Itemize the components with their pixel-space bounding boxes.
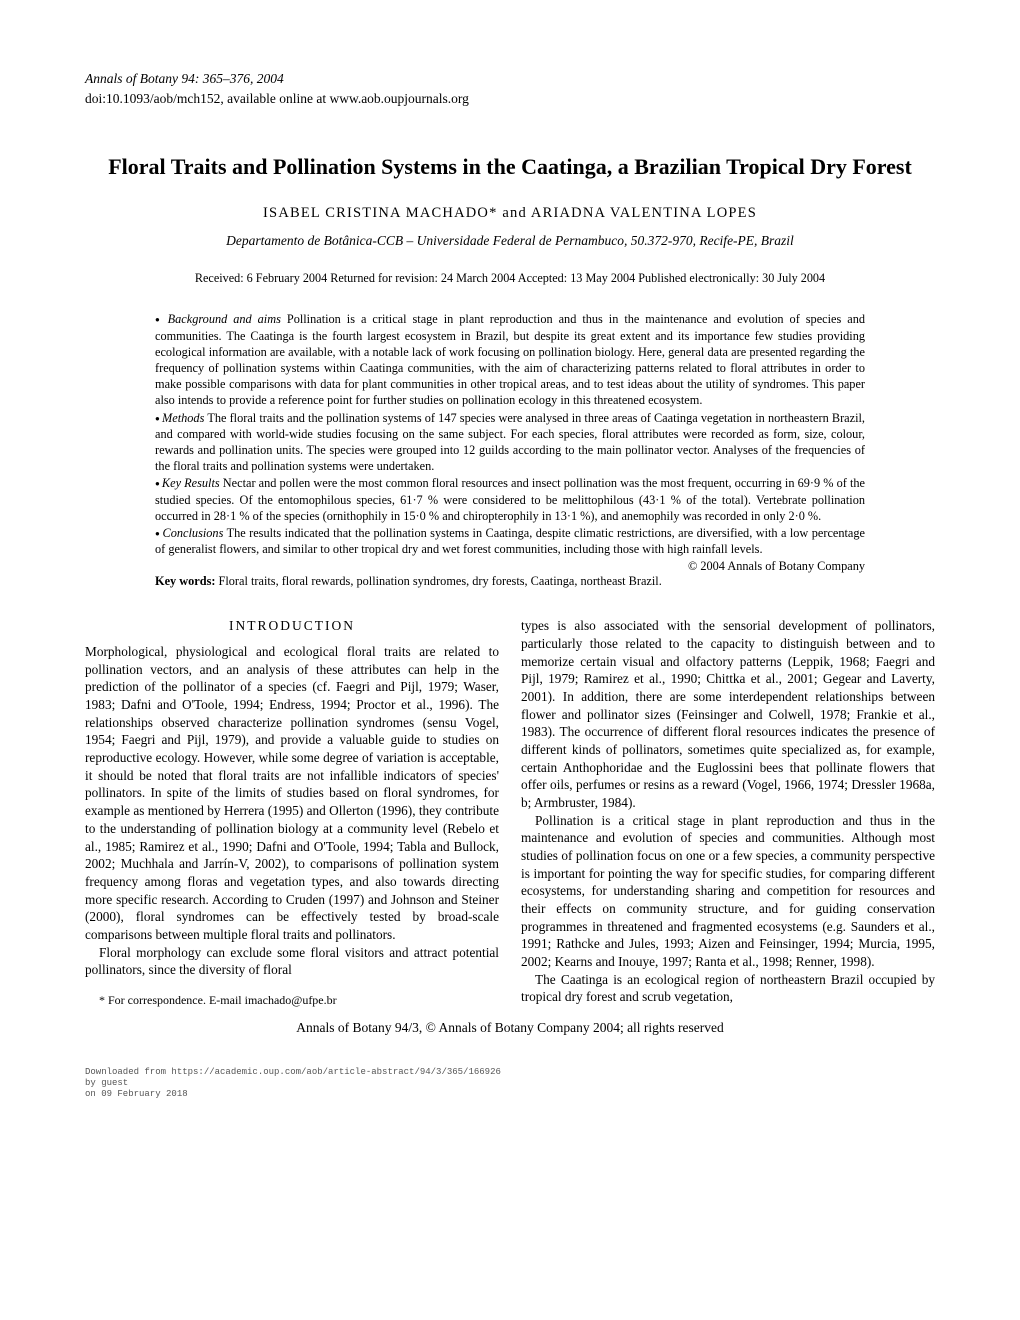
download-line-1: Downloaded from https://academic.oup.com… xyxy=(85,1067,935,1078)
abstract-results-text: Nectar and pollen were the most common f… xyxy=(155,476,865,522)
abstract-background-text: Pollination is a critical stage in plant… xyxy=(155,312,865,407)
intro-heading: INTRODUCTION xyxy=(85,617,499,635)
journal-line: Annals of Botany 94: 365–376, 2004 xyxy=(85,71,284,86)
keywords-line: Key words: Floral traits, floral rewards… xyxy=(155,573,865,590)
abstract-methods: Methods The floral traits and the pollin… xyxy=(155,410,865,475)
download-note: Downloaded from https://academic.oup.com… xyxy=(85,1067,935,1099)
column-left: INTRODUCTION Morphological, physiologica… xyxy=(85,617,499,1009)
abstract-methods-text: The floral traits and the pollination sy… xyxy=(155,411,865,474)
intro-para-3: types is also associated with the sensor… xyxy=(521,617,935,811)
intro-para-1: Morphological, physiological and ecologi… xyxy=(85,643,499,943)
intro-para-5: The Caatinga is an ecological region of … xyxy=(521,971,935,1006)
journal-citation: Annals of Botany 94: 365–376, 2004 xyxy=(85,70,935,88)
authors-line: ISABEL CRISTINA MACHADO* and ARIADNA VAL… xyxy=(85,204,935,224)
article-dates: Received: 6 February 2004 Returned for r… xyxy=(85,270,935,286)
abstract-results-label: Key Results xyxy=(162,476,220,490)
abstract-results: Key Results Nectar and pollen were the m… xyxy=(155,475,865,524)
abstract-conclusions-text: The results indicated that the pollinati… xyxy=(155,526,865,556)
download-line-2: by guest xyxy=(85,1078,935,1089)
article-title: Floral Traits and Pollination Systems in… xyxy=(85,153,935,182)
intro-para-4: Pollination is a critical stage in plant… xyxy=(521,812,935,971)
doi-line: doi:10.1093/aob/mch152, available online… xyxy=(85,90,935,108)
abstract-conclusions: Conclusions The results indicated that t… xyxy=(155,525,865,557)
column-right: types is also associated with the sensor… xyxy=(521,617,935,1009)
abstract-copyright: © 2004 Annals of Botany Company xyxy=(688,558,865,574)
keywords-label: Key words: xyxy=(155,574,215,588)
abstract-conclusions-label: Conclusions xyxy=(163,526,224,540)
page-footer: Annals of Botany 94/3, © Annals of Botan… xyxy=(85,1019,935,1037)
body-columns: INTRODUCTION Morphological, physiologica… xyxy=(85,617,935,1009)
correspondence-footnote: * For correspondence. E-mail imachado@uf… xyxy=(85,993,499,1009)
download-line-3: on 09 February 2018 xyxy=(85,1089,935,1100)
abstract-methods-label: Methods xyxy=(162,411,204,425)
abstract-block: Background and aims Pollination is a cri… xyxy=(155,311,865,557)
abstract-background-label: Background and aims xyxy=(168,312,281,326)
keywords-text: Floral traits, floral rewards, pollinati… xyxy=(215,574,661,588)
affiliation: Departamento de Botânica-CCB – Universid… xyxy=(85,232,935,250)
abstract-background: Background and aims Pollination is a cri… xyxy=(155,311,865,408)
intro-para-2: Floral morphology can exclude some flora… xyxy=(85,944,499,979)
